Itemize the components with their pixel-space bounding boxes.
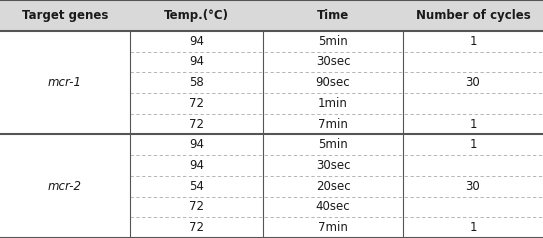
Text: 30sec: 30sec <box>315 159 350 172</box>
Text: 7min: 7min <box>318 118 348 131</box>
Text: 5min: 5min <box>318 35 348 48</box>
Text: Number of cycles: Number of cycles <box>415 9 531 22</box>
Text: 58: 58 <box>189 76 204 89</box>
Bar <box>0 0 543 31</box>
Text: Time: Time <box>317 9 349 22</box>
Text: 54: 54 <box>189 180 204 193</box>
Text: 30: 30 <box>466 76 481 89</box>
Text: 72: 72 <box>189 200 204 213</box>
Text: 94: 94 <box>189 138 204 151</box>
Text: 72: 72 <box>189 97 204 110</box>
Text: 1: 1 <box>469 138 477 151</box>
Text: 72: 72 <box>189 221 204 234</box>
Text: 30sec: 30sec <box>315 55 350 69</box>
Text: 1: 1 <box>469 221 477 234</box>
Text: 90sec: 90sec <box>315 76 350 89</box>
Text: 94: 94 <box>189 55 204 69</box>
Text: Target genes: Target genes <box>22 9 108 22</box>
Text: 7min: 7min <box>318 221 348 234</box>
Text: mcr-1: mcr-1 <box>48 76 82 89</box>
Text: 1: 1 <box>469 35 477 48</box>
Text: Temp.(°C): Temp.(°C) <box>164 9 229 22</box>
Text: 30: 30 <box>466 180 481 193</box>
Text: 1: 1 <box>469 118 477 131</box>
Text: mcr-2: mcr-2 <box>48 180 82 193</box>
Text: 40sec: 40sec <box>315 200 350 213</box>
Text: 20sec: 20sec <box>315 180 350 193</box>
Text: 5min: 5min <box>318 138 348 151</box>
Text: 94: 94 <box>189 159 204 172</box>
Text: 72: 72 <box>189 118 204 131</box>
Text: 1min: 1min <box>318 97 348 110</box>
Text: 94: 94 <box>189 35 204 48</box>
